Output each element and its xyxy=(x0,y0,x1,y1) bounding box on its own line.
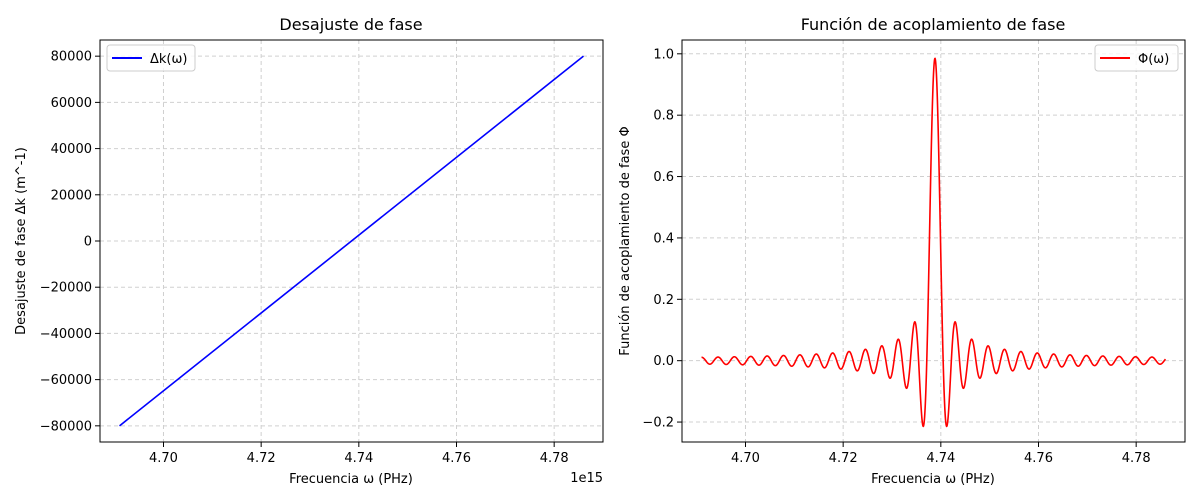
x-tick-label: 4.76 xyxy=(1024,451,1053,466)
legend: Φ(ω) xyxy=(1094,44,1179,72)
y-tick-label: −80000 xyxy=(40,419,92,434)
x-axis-label: Frecuencia ω (PHz) xyxy=(289,472,413,487)
y-tick-label: 0.6 xyxy=(653,170,674,185)
y-tick-label: 0.2 xyxy=(653,293,674,308)
plot-area xyxy=(119,55,584,427)
y-tick-label: −60000 xyxy=(40,373,92,388)
legend-label: Δk(ω) xyxy=(150,52,187,67)
plot-area xyxy=(701,57,1167,428)
legend-label: Φ(ω) xyxy=(1138,52,1169,67)
legend-box xyxy=(1094,44,1179,72)
grid xyxy=(682,40,1185,442)
y-tick-label: 80000 xyxy=(51,50,92,65)
x-axis: 4.70 4.72 4.74 4.76 4.78 xyxy=(731,442,1151,466)
chart-phase-matching: Función de acoplamiento de fase 4.70 4.72… xyxy=(618,15,1186,487)
legend-box xyxy=(106,44,196,72)
x-tick-label: 4.70 xyxy=(149,451,178,466)
legend: Δk(ω) xyxy=(106,44,196,72)
y-tick-label: 20000 xyxy=(51,188,92,203)
y-tick-label: 60000 xyxy=(51,96,92,111)
chart-phase-mismatch: Desajuste de fase 4.70 4.72 4.74 4.76 4.78 −… xyxy=(14,15,604,487)
y-axis: −0.2 0.0 0.2 0.4 0.6 0.8 1.0 xyxy=(642,47,682,431)
x-offset-text: 1e15 xyxy=(570,471,603,486)
x-tick-label: 4.76 xyxy=(442,451,471,466)
x-tick-label: 4.72 xyxy=(829,451,858,466)
y-tick-label: 0 xyxy=(84,235,92,250)
y-tick-label: 0.4 xyxy=(653,231,674,246)
y-tick-label: 0.0 xyxy=(653,354,674,369)
x-tick-label: 4.74 xyxy=(344,451,373,466)
y-tick-label: −20000 xyxy=(40,281,92,296)
y-axis-label: Desajuste de fase Δk (m^-1) xyxy=(14,147,29,335)
chart-title: Función de acoplamiento de fase xyxy=(801,15,1066,34)
x-axis-label: Frecuencia ω (PHz) xyxy=(871,472,995,487)
x-tick-label: 4.70 xyxy=(731,451,760,466)
x-tick-label: 4.74 xyxy=(926,451,955,466)
series-line xyxy=(701,57,1167,428)
y-tick-label: −0.2 xyxy=(642,416,674,431)
y-tick-label: 0.8 xyxy=(653,109,674,124)
x-tick-label: 4.78 xyxy=(540,451,569,466)
x-tick-label: 4.72 xyxy=(247,451,276,466)
y-axis: −80000 −60000 −40000 −20000 0 20000 40000 60000… xyxy=(40,50,100,434)
chart-title: Desajuste de fase xyxy=(279,15,422,34)
x-axis: 4.70 4.72 4.74 4.76 4.78 xyxy=(149,442,569,466)
y-tick-label: 40000 xyxy=(51,142,92,157)
grid xyxy=(100,40,603,442)
plot-frame xyxy=(681,39,1186,443)
y-tick-label: 1.0 xyxy=(653,47,674,62)
y-tick-label: −40000 xyxy=(40,327,92,342)
y-axis-label: Función de acoplamiento de fase Φ xyxy=(618,126,633,355)
x-tick-label: 4.78 xyxy=(1122,451,1151,466)
series-line xyxy=(119,55,584,427)
